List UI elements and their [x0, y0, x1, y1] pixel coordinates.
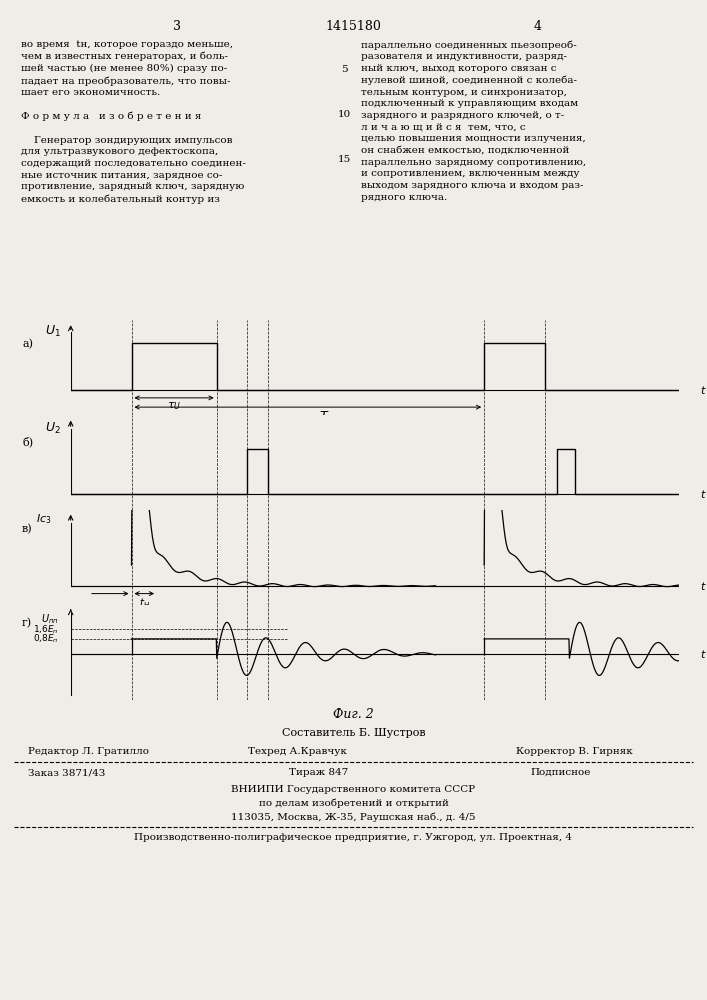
Text: 3: 3: [173, 20, 181, 33]
Text: во время  tн, которое гораздо меньше,
чем в известных генераторах, и боль-
шей ч: во время tн, которое гораздо меньше, чем…: [21, 40, 246, 204]
Text: в): в): [22, 524, 33, 534]
Text: по делам изобретений и открытий: по делам изобретений и открытий: [259, 799, 448, 808]
Text: Производственно-полиграфическое предприятие, г. Ужгород, ул. Проектная, 4: Производственно-полиграфическое предприя…: [134, 833, 573, 842]
Text: 1415180: 1415180: [325, 20, 382, 33]
Text: Подписное: Подписное: [530, 768, 590, 777]
Text: 113035, Москва, Ж-35, Раушская наб., д. 4/5: 113035, Москва, Ж-35, Раушская наб., д. …: [231, 813, 476, 822]
Text: 10: 10: [338, 110, 351, 119]
Text: $0{,}8E_{п}$: $0{,}8E_{п}$: [33, 633, 59, 645]
Text: $Ic_3$: $Ic_3$: [35, 512, 51, 526]
Text: Тираж 847: Тираж 847: [288, 768, 348, 777]
Text: $U_1$: $U_1$: [45, 324, 60, 339]
Text: б): б): [22, 436, 33, 447]
Text: параллельно соединенных пьезопреоб-
разователя и индуктивности, разряд-
ный ключ: параллельно соединенных пьезопреоб- разо…: [361, 40, 585, 202]
Text: 4: 4: [533, 20, 542, 33]
Text: Корректор В. Гирняк: Корректор В. Гирняк: [516, 747, 633, 756]
Text: $t$: $t$: [700, 384, 707, 396]
Text: Редактор Л. Гратилло: Редактор Л. Гратилло: [28, 747, 149, 756]
Text: $t$: $t$: [700, 648, 707, 660]
Text: $t_{\rm H}$: $t_{\rm H}$: [139, 596, 150, 610]
Text: $T_{\rm \pi}$: $T_{\rm \pi}$: [319, 410, 334, 425]
Text: 5: 5: [341, 65, 348, 74]
Text: $1{,}6E_{п}$: $1{,}6E_{п}$: [33, 623, 59, 636]
Text: Составитель Б. Шустров: Составитель Б. Шустров: [281, 728, 426, 738]
Text: $U_2$: $U_2$: [45, 421, 60, 436]
Text: $U_{пп}$: $U_{пп}$: [41, 612, 59, 626]
Text: Фиг. 2: Фиг. 2: [333, 708, 374, 721]
Text: Техред А.Кравчук: Техред А.Кравчук: [247, 747, 346, 756]
Text: ВНИИПИ Государственного комитета СССР: ВНИИПИ Государственного комитета СССР: [231, 785, 476, 794]
Text: г): г): [22, 618, 33, 628]
Text: Заказ 3871/43: Заказ 3871/43: [28, 768, 105, 777]
Text: 15: 15: [338, 155, 351, 164]
Text: а): а): [22, 339, 33, 349]
Text: $t$: $t$: [700, 580, 707, 592]
Text: $t$: $t$: [700, 488, 707, 500]
Text: $\tau_U$: $\tau_U$: [167, 401, 181, 412]
